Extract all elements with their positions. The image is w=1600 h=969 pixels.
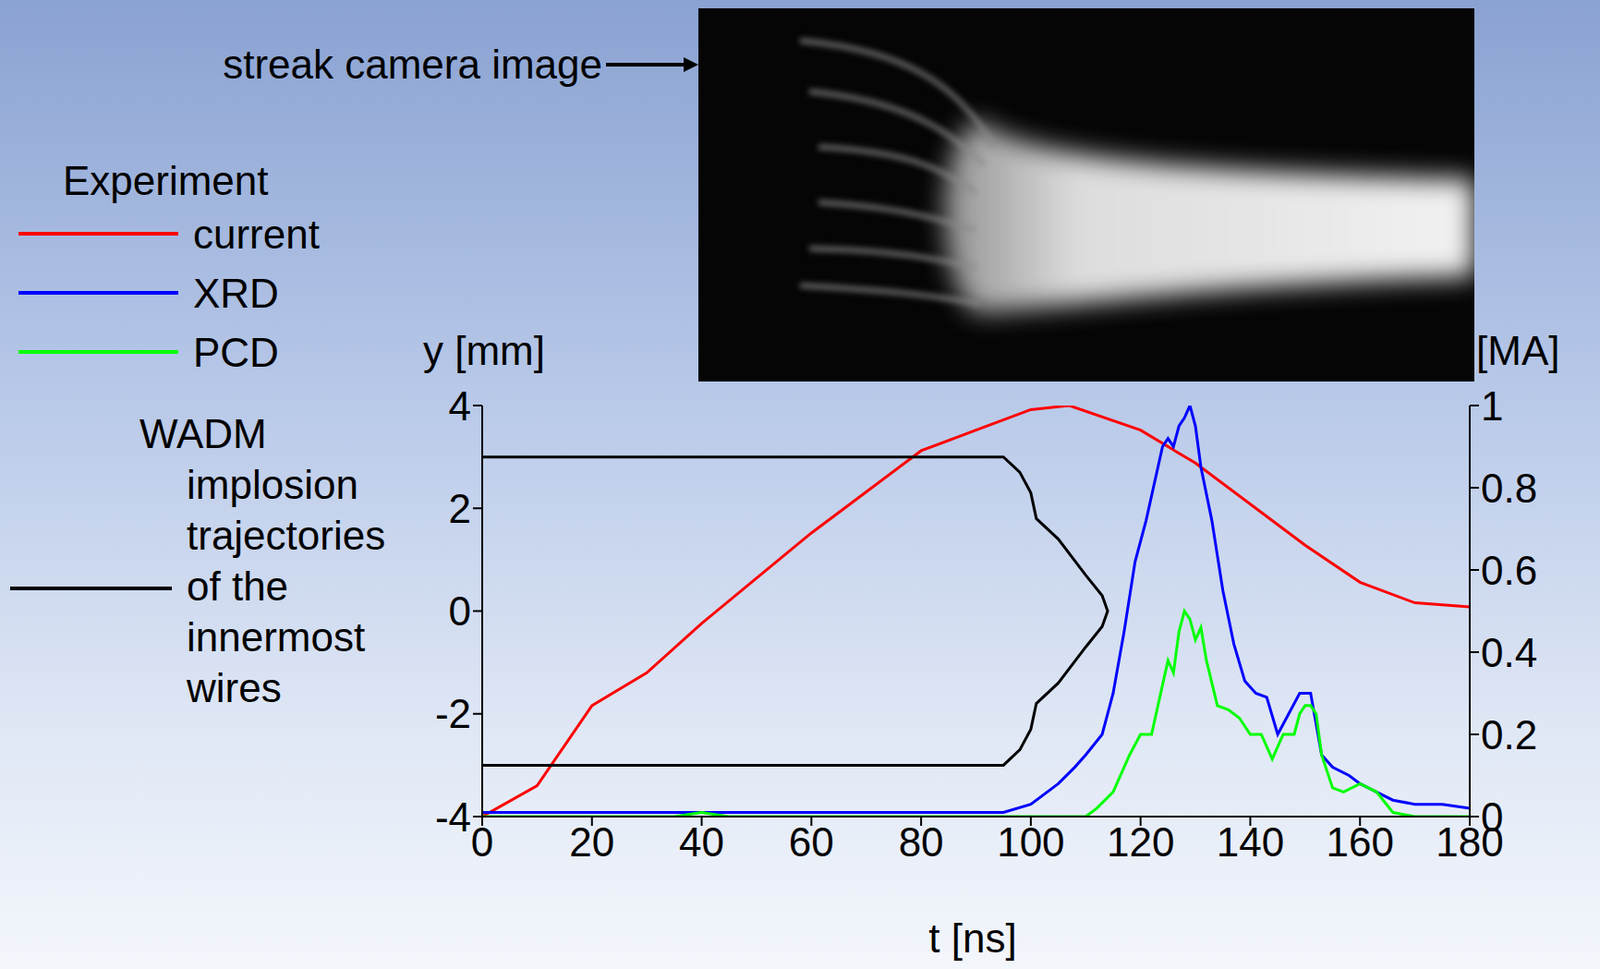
svg-text:40: 40 xyxy=(678,819,725,865)
html-text:streak camera image: streak camera image xyxy=(222,41,603,87)
svg-text:160: 160 xyxy=(1326,819,1394,865)
html-text:Experiment: Experiment xyxy=(62,157,269,204)
html-text:y [mm]: y [mm] xyxy=(423,327,546,374)
svg-text:0.6: 0.6 xyxy=(1480,547,1538,594)
svg-text:0: 0 xyxy=(1480,794,1504,840)
html-text:PCD: PCD xyxy=(193,329,279,376)
svg-text:0: 0 xyxy=(471,819,494,865)
svg-text:100: 100 xyxy=(996,819,1065,865)
svg-text:0: 0 xyxy=(448,588,472,634)
svg-text:0.4: 0.4 xyxy=(1480,630,1538,676)
html-text:XRD: XRD xyxy=(193,270,279,316)
svg-text:180: 180 xyxy=(1435,819,1504,865)
html-text:current: current xyxy=(193,211,320,257)
svg-text:60: 60 xyxy=(788,819,835,865)
svg-text:-4: -4 xyxy=(435,794,472,840)
svg-text:80: 80 xyxy=(898,819,945,865)
html-text:WADM implosion trajectories of: WADM implosion trajectories of the inner… xyxy=(139,411,386,711)
svg-text:2: 2 xyxy=(448,485,472,532)
svg-text:20: 20 xyxy=(569,819,615,865)
html-text:[MA]: [MA] xyxy=(1476,327,1560,374)
svg-text:120: 120 xyxy=(1106,819,1175,865)
svg-text:0.2: 0.2 xyxy=(1480,712,1538,758)
svg-text:140: 140 xyxy=(1216,819,1285,865)
svg-text:4: 4 xyxy=(448,383,472,429)
svg-text:0.8: 0.8 xyxy=(1480,465,1538,511)
svg-text:-2: -2 xyxy=(435,690,472,737)
html-text:t [ns]: t [ns] xyxy=(928,915,1017,961)
svg-text:1: 1 xyxy=(1480,383,1504,429)
